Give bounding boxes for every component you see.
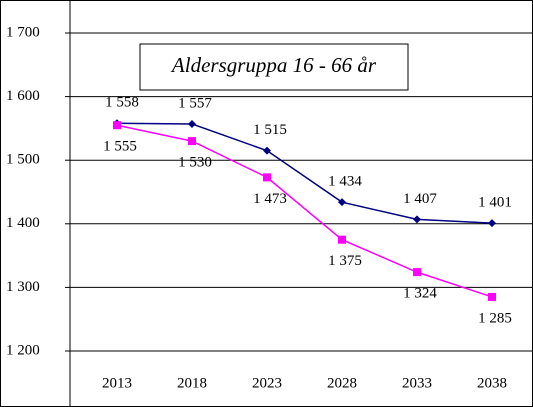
data-label: 1 285	[478, 310, 512, 326]
x-tick-label: 2038	[477, 375, 507, 391]
data-label: 1 434	[328, 174, 362, 190]
y-tick-label: 1 200	[6, 342, 40, 358]
x-tick-label: 2018	[177, 375, 207, 391]
data-label: 1 530	[178, 155, 212, 171]
x-tick-label: 2023	[252, 375, 282, 391]
data-label: 1 401	[478, 195, 512, 211]
marker	[338, 198, 346, 207]
data-label: 1 558	[105, 95, 139, 111]
chart-title: Aldersgruppa 16 - 66 år	[170, 53, 377, 77]
y-tick-label: 1 300	[6, 279, 40, 295]
marker	[488, 219, 496, 228]
marker	[188, 137, 196, 146]
data-label: 1 375	[328, 253, 362, 269]
x-tick-label: 2028	[327, 375, 357, 391]
marker	[338, 235, 346, 244]
y-tick-label: 1 600	[6, 88, 40, 104]
x-tick-label: 2013	[102, 375, 132, 391]
marker	[413, 268, 421, 277]
title-box	[139, 43, 409, 91]
y-tick-label: 1 500	[6, 152, 40, 168]
marker	[263, 146, 271, 155]
series-line	[116, 124, 493, 298]
data-label: 1 324	[403, 286, 437, 302]
data-label: 1 473	[253, 191, 287, 207]
data-label: 1 557	[178, 95, 212, 111]
marker	[188, 119, 196, 128]
marker	[488, 292, 496, 301]
series-line	[116, 122, 493, 224]
marker	[413, 215, 421, 224]
y-tick-label: 1 700	[6, 24, 40, 40]
x-tick-label: 2033	[402, 375, 432, 391]
marker	[113, 121, 121, 130]
marker	[263, 173, 271, 182]
data-label: 1 515	[253, 122, 287, 138]
data-label: 1 555	[103, 139, 137, 155]
y-tick-label: 1 400	[6, 215, 40, 231]
data-label: 1 407	[403, 191, 437, 207]
